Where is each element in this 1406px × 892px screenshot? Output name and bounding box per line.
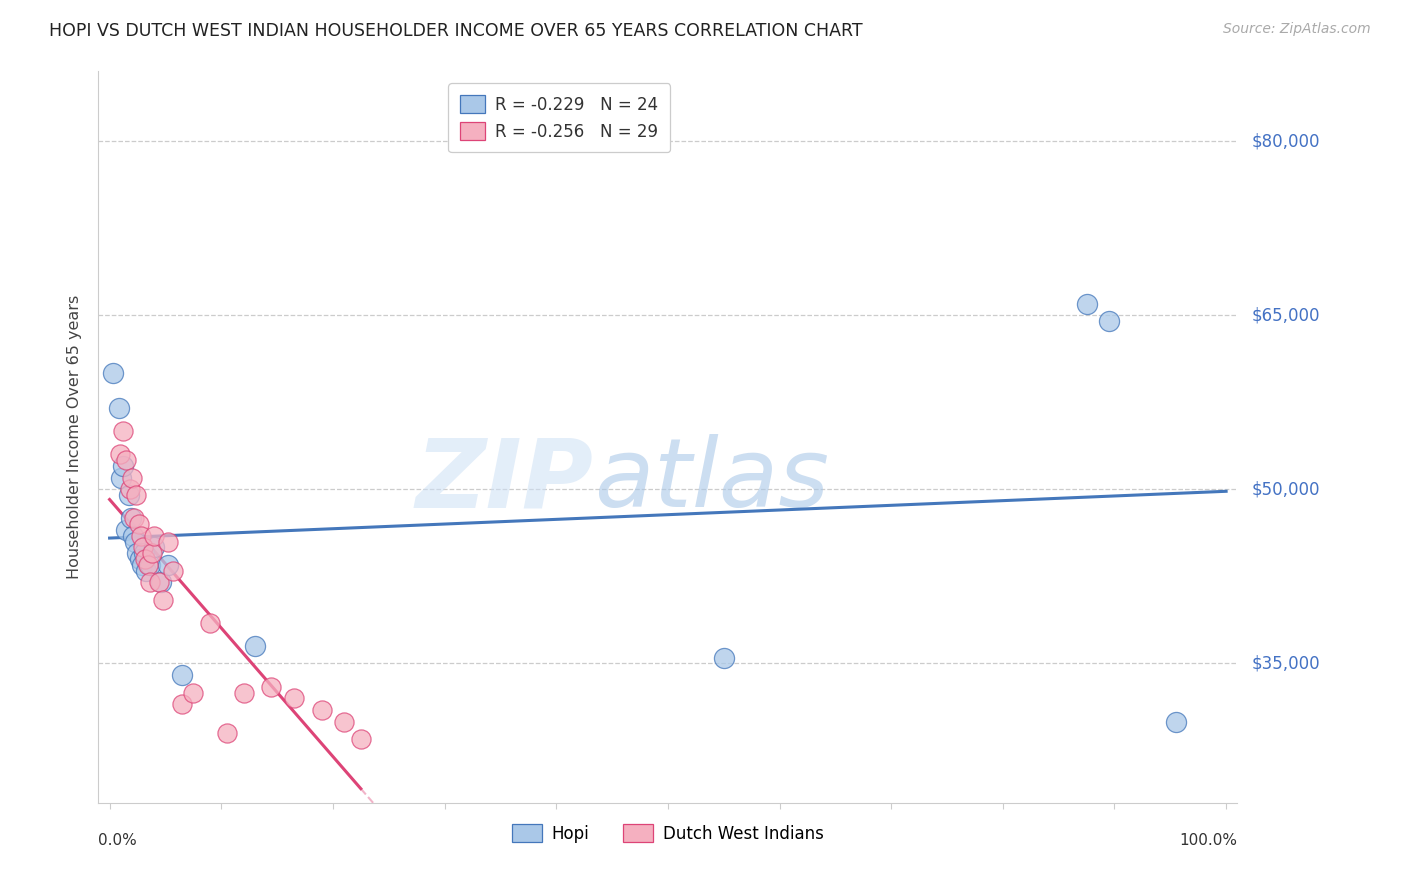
Point xyxy=(148,575,170,590)
Point xyxy=(1098,314,1121,328)
Point xyxy=(132,541,155,555)
Point xyxy=(118,483,141,497)
Text: $35,000: $35,000 xyxy=(1251,655,1320,673)
Point xyxy=(135,564,157,578)
Point xyxy=(215,726,238,740)
Point xyxy=(156,534,179,549)
Point xyxy=(136,558,159,572)
Text: $80,000: $80,000 xyxy=(1251,132,1320,150)
Text: atlas: atlas xyxy=(593,434,828,527)
Text: 100.0%: 100.0% xyxy=(1180,833,1237,848)
Point xyxy=(127,546,149,560)
Text: Source: ZipAtlas.com: Source: ZipAtlas.com xyxy=(1223,22,1371,37)
Point xyxy=(121,471,143,485)
Point xyxy=(115,453,138,467)
Point xyxy=(128,517,150,532)
Point xyxy=(122,529,145,543)
Point xyxy=(134,552,156,566)
Point xyxy=(128,552,150,566)
Point xyxy=(713,650,735,665)
Y-axis label: Householder Income Over 65 years: Householder Income Over 65 years xyxy=(67,295,83,579)
Text: $65,000: $65,000 xyxy=(1251,306,1320,324)
Point xyxy=(172,668,194,682)
Point xyxy=(141,546,163,560)
Point xyxy=(311,703,333,717)
Point xyxy=(101,366,124,380)
Text: ZIP: ZIP xyxy=(416,434,593,527)
Point xyxy=(149,575,172,590)
Point xyxy=(129,529,152,543)
Point xyxy=(350,731,373,746)
Point xyxy=(117,488,139,502)
Point xyxy=(1164,714,1187,729)
Point xyxy=(198,615,221,630)
Point xyxy=(243,639,266,653)
Point xyxy=(172,697,194,711)
Point xyxy=(156,558,179,572)
Point xyxy=(115,523,138,537)
Legend: Hopi, Dutch West Indians: Hopi, Dutch West Indians xyxy=(505,817,831,849)
Text: 0.0%: 0.0% xyxy=(98,833,138,848)
Point xyxy=(260,680,283,694)
Text: HOPI VS DUTCH WEST INDIAN HOUSEHOLDER INCOME OVER 65 YEARS CORRELATION CHART: HOPI VS DUTCH WEST INDIAN HOUSEHOLDER IN… xyxy=(49,22,863,40)
Point xyxy=(124,534,146,549)
Text: $50,000: $50,000 xyxy=(1251,480,1320,499)
Point xyxy=(107,401,129,415)
Point xyxy=(110,471,132,485)
Point xyxy=(283,691,305,706)
Point xyxy=(122,511,145,525)
Point xyxy=(143,541,166,555)
Point xyxy=(111,459,134,474)
Point xyxy=(232,685,254,699)
Point xyxy=(333,714,356,729)
Point xyxy=(134,546,156,560)
Point xyxy=(143,529,166,543)
Point xyxy=(1076,296,1098,310)
Point xyxy=(152,592,174,607)
Point xyxy=(139,558,162,572)
Point xyxy=(131,558,153,572)
Point xyxy=(139,575,162,590)
Point xyxy=(183,685,205,699)
Point xyxy=(162,564,184,578)
Point xyxy=(125,488,148,502)
Point xyxy=(120,511,142,525)
Point xyxy=(108,448,131,462)
Point xyxy=(111,424,134,438)
